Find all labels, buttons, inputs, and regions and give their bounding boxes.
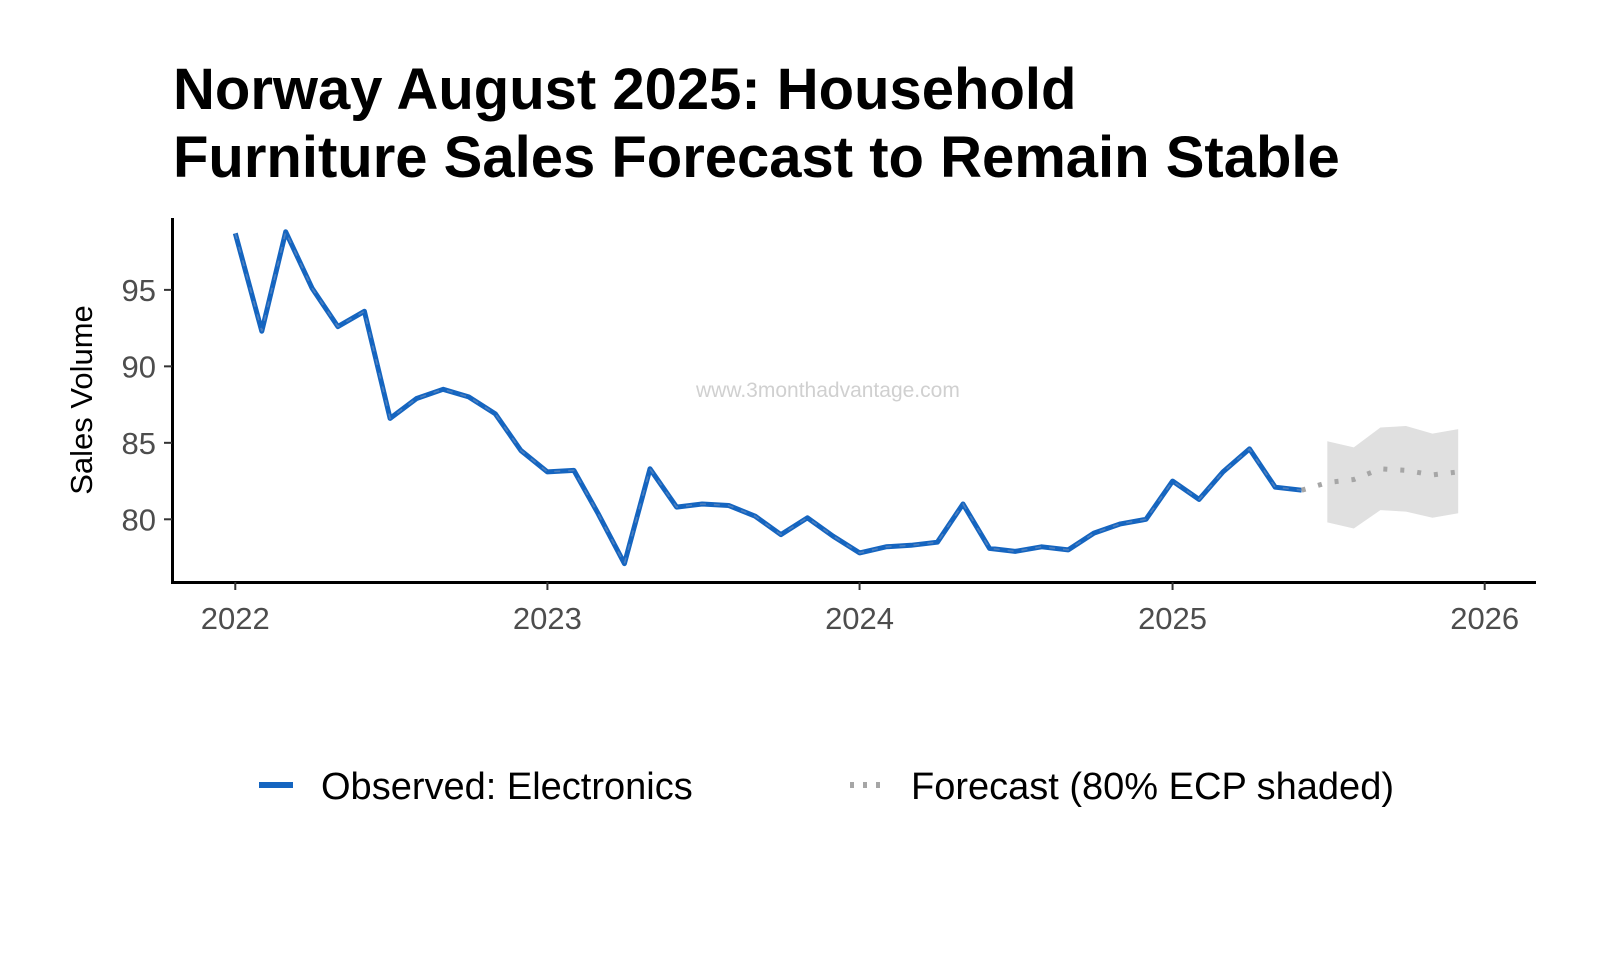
x-tick-label: 2022 <box>201 601 270 636</box>
x-axis-ticks: 2022 2023 2024 2025 2026 <box>201 582 1519 636</box>
y-tick-label: 85 <box>122 426 156 461</box>
y-axis-label: Sales Volume <box>64 305 99 495</box>
x-tick-label: 2026 <box>1450 601 1519 636</box>
chart-title-line-2: Furniture Sales Forecast to Remain Stabl… <box>173 125 1340 190</box>
forecast-interval-band <box>1327 426 1459 529</box>
x-tick-label: 2024 <box>825 601 894 636</box>
series-line-observed-overlay <box>234 229 1302 566</box>
x-tick-label: 2023 <box>513 601 582 636</box>
legend-label-forecast: Forecast (80% ECP shaded) <box>911 766 1394 808</box>
watermark: www.3monthadvantage.com <box>695 379 960 402</box>
y-tick-label: 95 <box>122 273 156 308</box>
chart-title-line-1: Norway August 2025: Household <box>173 57 1076 122</box>
plot-area <box>232 229 1459 567</box>
legend-label-observed: Observed: Electronics <box>321 766 693 808</box>
legend: Observed: Electronics Forecast (80% ECP … <box>259 766 1394 808</box>
y-tick-label: 90 <box>122 349 156 384</box>
x-tick-label: 2025 <box>1138 601 1207 636</box>
y-tick-label: 80 <box>122 502 156 537</box>
y-axis-ticks: 80 85 90 95 <box>122 273 172 537</box>
